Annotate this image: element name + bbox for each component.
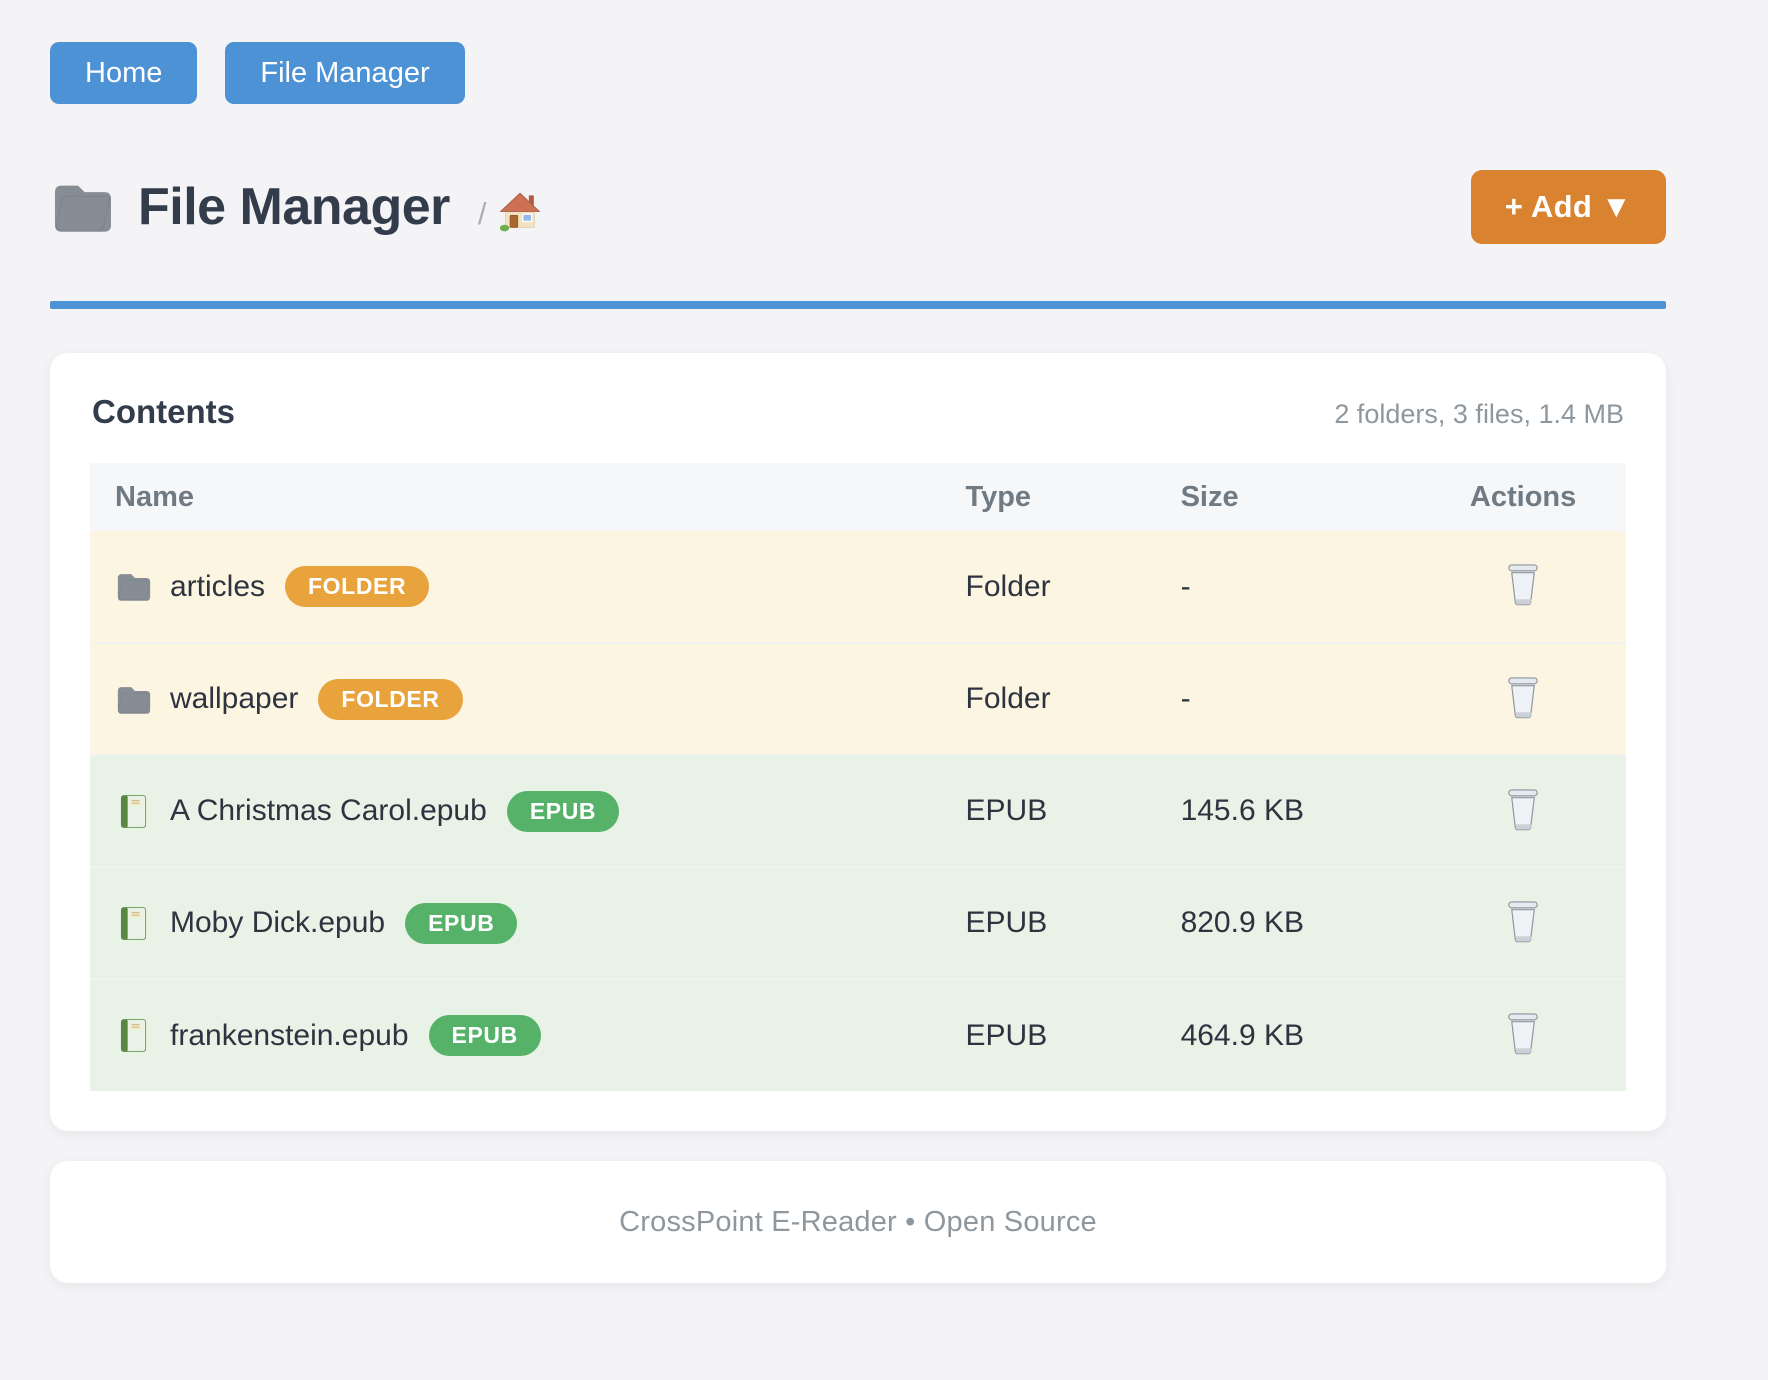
book-icon [115,906,153,941]
header-divider [50,301,1666,309]
trash-icon [1504,899,1542,944]
title-group: File Manager / [50,177,541,237]
add-button-label: + Add ▼ [1504,189,1632,224]
column-header-type: Type [965,463,1181,531]
file-type: EPUB [965,979,1181,1091]
file-size: 820.9 KB [1180,867,1421,979]
table-header-row: Name Type Size Actions [90,463,1626,531]
file-size: - [1180,643,1421,755]
page: Home File Manager File Manager / + Add ▼… [50,42,1666,1283]
file-name-link[interactable]: articles [170,569,266,603]
table-row-wallpaper[interactable]: wallpaper FOLDER Folder - [90,643,1626,755]
contents-title: Contents [92,393,235,430]
epub-badge: EPUB [506,790,620,832]
file-type: Folder [965,531,1181,643]
folder-badge: FOLDER [285,566,430,607]
delete-button[interactable] [1500,895,1546,948]
file-name-link[interactable]: A Christmas Carol.epub [170,794,487,827]
column-header-name: Name [90,463,966,531]
table-row-christmas-carol[interactable]: A Christmas Carol.epub EPUB EPUB 145.6 K… [90,755,1626,867]
contents-card-header: Contents 2 folders, 3 files, 1.4 MB [90,393,1626,431]
page-header: File Manager / + Add ▼ [50,170,1666,244]
column-header-size: Size [1180,463,1421,531]
nav-file-manager-button[interactable]: File Manager [225,42,465,104]
book-icon [115,1018,153,1053]
file-name-link[interactable]: Moby Dick.epub [170,906,386,939]
file-type: Folder [965,643,1181,755]
folder-icon [115,682,153,717]
nav-home-button[interactable]: Home [50,42,198,104]
folder-icon [50,179,116,235]
book-icon [115,794,153,829]
contents-card: Contents 2 folders, 3 files, 1.4 MB Name… [50,353,1666,1131]
home-icon[interactable] [499,192,541,232]
epub-badge: EPUB [428,1015,541,1056]
delete-button[interactable] [1500,783,1546,836]
folder-icon [115,569,153,604]
delete-button[interactable] [1500,558,1546,611]
file-size: - [1180,531,1421,643]
file-name-link[interactable]: wallpaper [170,682,299,715]
contents-summary: 2 folders, 3 files, 1.4 MB [1334,399,1624,429]
add-button[interactable]: + Add ▼ [1470,170,1666,244]
folder-badge: FOLDER [318,678,463,720]
trash-icon [1504,1011,1542,1056]
table-row-moby-dick[interactable]: Moby Dick.epub EPUB EPUB 820.9 KB [90,867,1626,979]
trash-icon [1504,787,1542,832]
trash-icon [1504,675,1542,720]
footer: CrossPoint E-Reader • Open Source [50,1161,1666,1283]
delete-button[interactable] [1500,671,1546,724]
file-type: EPUB [965,867,1181,979]
file-size: 145.6 KB [1180,755,1421,867]
file-name-link[interactable]: frankenstein.epub [170,1018,409,1052]
trash-icon [1504,562,1542,607]
table-row-frankenstein[interactable]: frankenstein.epub EPUB EPUB 464.9 KB [90,979,1626,1091]
file-type: EPUB [965,755,1181,867]
footer-text: CrossPoint E-Reader • Open Source [619,1205,1097,1238]
epub-badge: EPUB [405,902,518,944]
file-size: 464.9 KB [1180,979,1421,1091]
delete-button[interactable] [1500,1007,1546,1060]
column-header-actions: Actions [1420,463,1626,531]
top-navigation: Home File Manager [50,42,1666,104]
breadcrumb-separator: / [477,196,487,231]
page-title: File Manager [138,178,450,236]
table-row-articles[interactable]: articles FOLDER Folder - [90,531,1626,643]
file-table: Name Type Size Actions articles FOLDER [90,463,1626,1091]
